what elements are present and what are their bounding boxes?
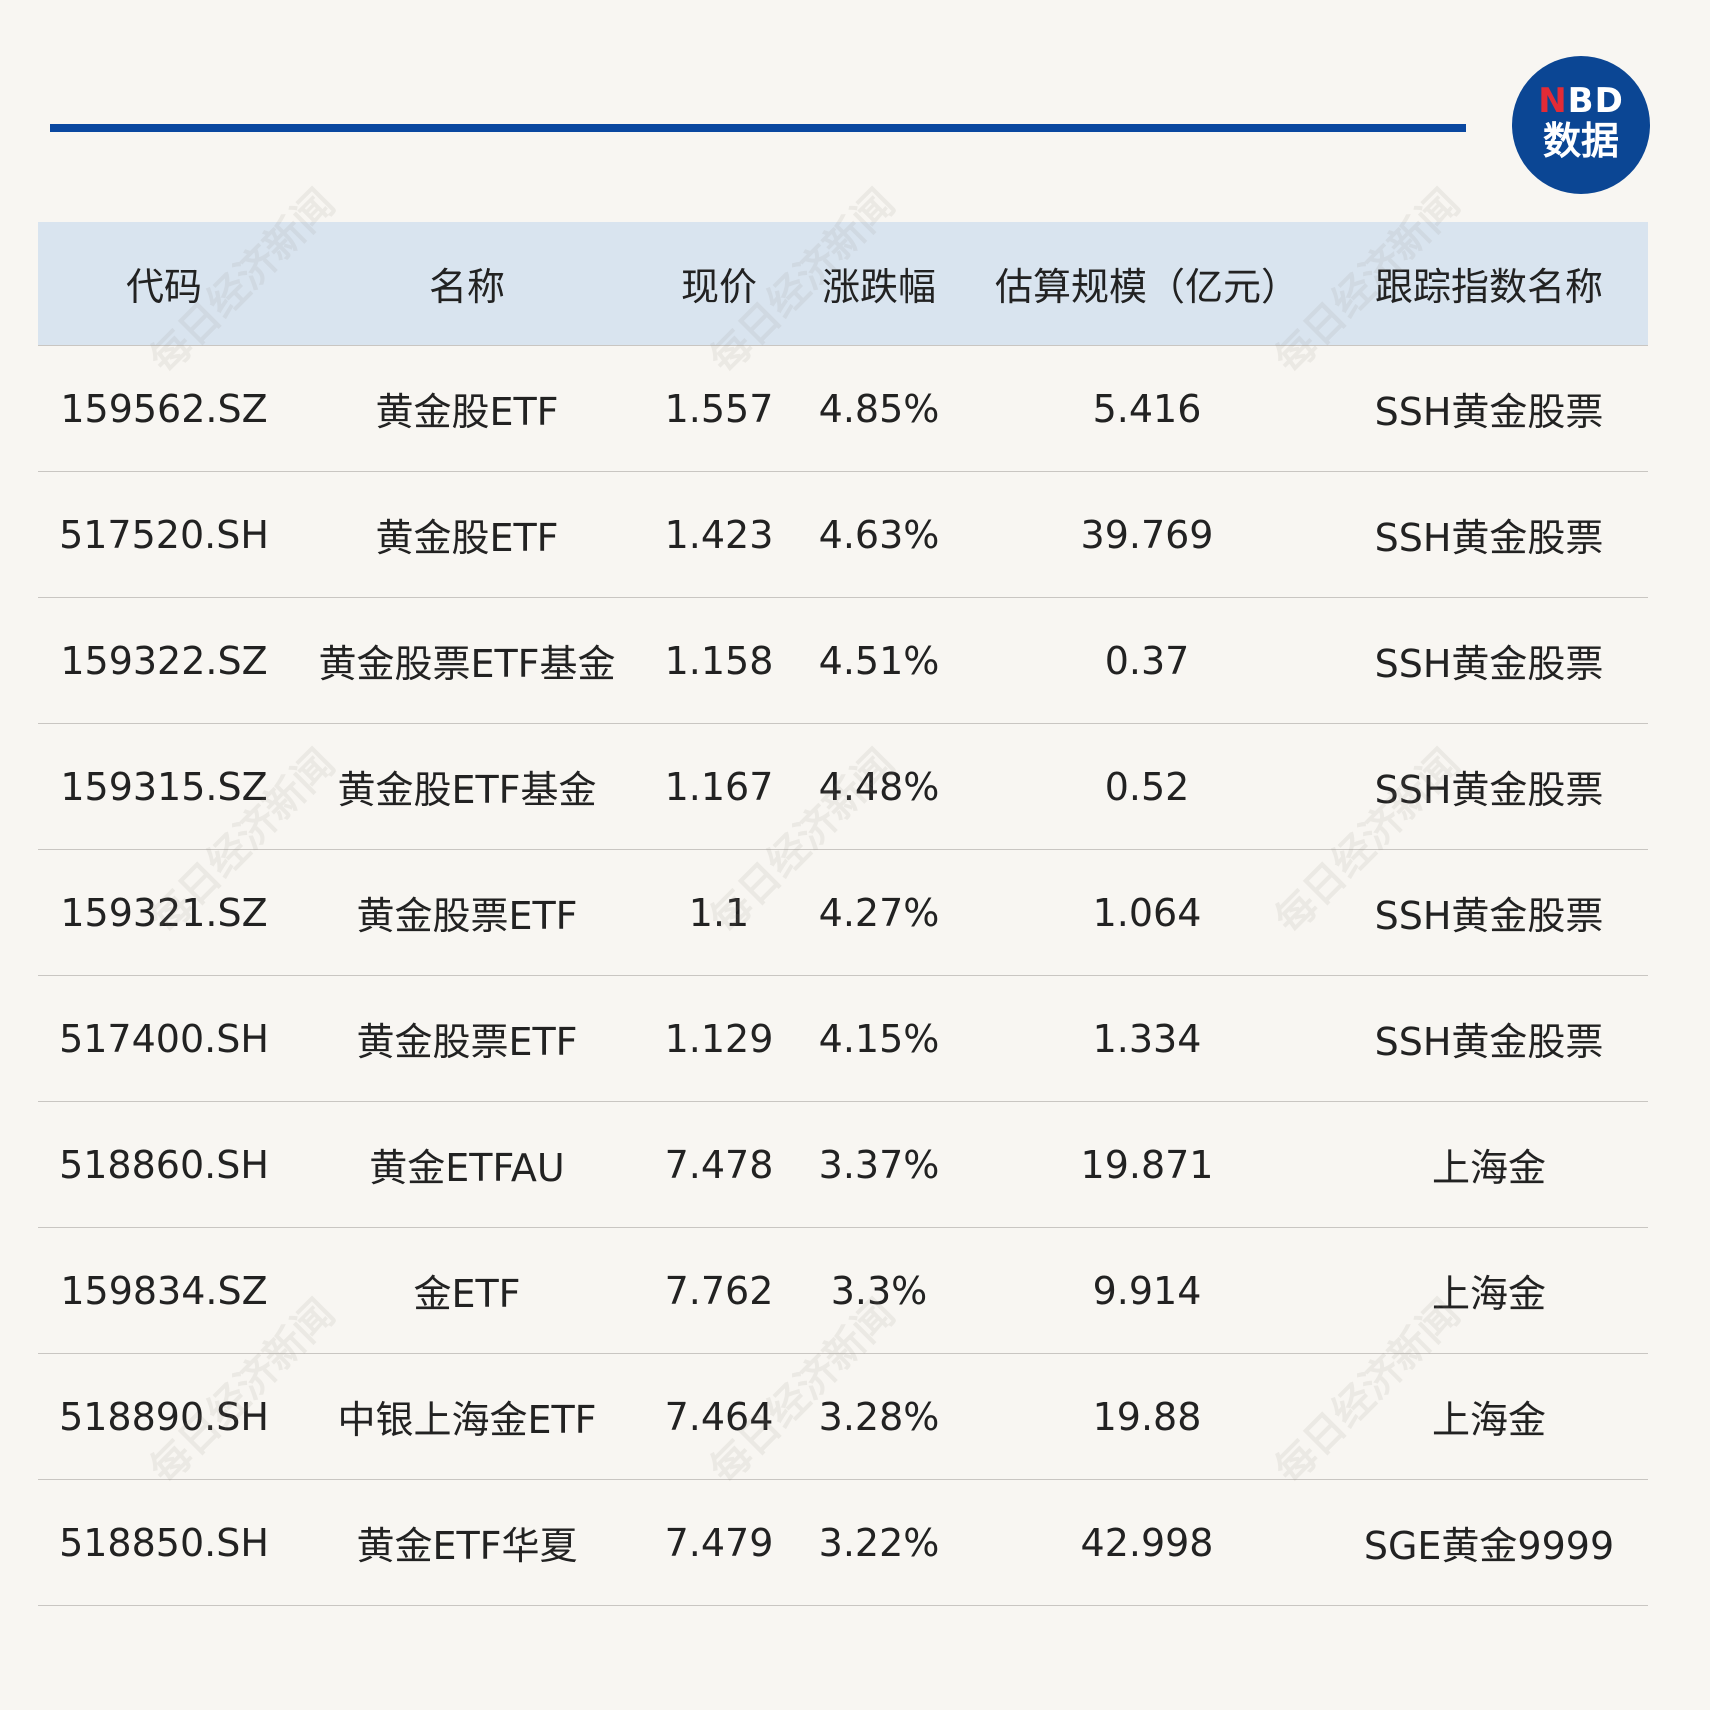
cell-change: 4.15% — [818, 1016, 940, 1061]
cell-code: 517520.SH — [59, 512, 269, 557]
header-code: 代码 — [125, 265, 202, 309]
table-row: 518860.SH 黄金ETFAU 7.478 3.37% 19.871 上海金 — [38, 1102, 1648, 1228]
table-row: 518890.SH 中银上海金ETF 7.464 3.28% 19.88 上海金 — [38, 1354, 1648, 1480]
logo-n: N — [1538, 81, 1568, 121]
cell-price: 7.762 — [664, 1268, 774, 1313]
nbd-data-logo: NBD 数据 — [1512, 56, 1650, 194]
cell-change: 3.37% — [818, 1142, 940, 1187]
cell-name: 黄金股ETF — [375, 390, 559, 434]
cell-price: 1.423 — [664, 512, 774, 557]
cell-index: SSH黄金股票 — [1374, 1020, 1604, 1064]
cell-name: 黄金股票ETF — [356, 894, 578, 938]
cell-scale: 39.769 — [1080, 512, 1214, 557]
cell-scale: 0.52 — [1104, 764, 1190, 809]
cell-change: 4.51% — [818, 638, 940, 683]
cell-scale: 1.064 — [1092, 890, 1202, 935]
table-row: 159322.SZ 黄金股票ETF基金 1.158 4.51% 0.37 SSH黄金股票 — [38, 598, 1648, 724]
header-price: 现价 — [680, 265, 757, 309]
cell-index: SSH黄金股票 — [1374, 768, 1604, 812]
cell-scale: 42.998 — [1080, 1520, 1214, 1565]
cell-scale: 9.914 — [1092, 1268, 1202, 1313]
cell-code: 517400.SH — [59, 1016, 269, 1061]
cell-price: 7.464 — [664, 1394, 774, 1439]
cell-index: 上海金 — [1431, 1398, 1546, 1442]
cell-index: SSH黄金股票 — [1374, 642, 1604, 686]
table-body: 159562.SZ 黄金股ETF 1.557 4.85% 5.416 SSH黄金股票 517… — [38, 346, 1648, 1606]
cell-name: 黄金股ETF基金 — [337, 768, 597, 812]
cell-change: 4.48% — [818, 764, 940, 809]
cell-index: SGE黄金9999 — [1363, 1524, 1615, 1568]
cell-price: 1.158 — [664, 638, 774, 683]
header-scale: 估算规模（亿元） — [994, 265, 1299, 309]
cell-scale: 19.88 — [1092, 1394, 1202, 1439]
cell-code: 159322.SZ — [60, 638, 268, 683]
logo-subtitle: 数据 — [1542, 119, 1619, 163]
cell-code: 159562.SZ — [60, 386, 268, 431]
cell-change: 4.27% — [818, 890, 940, 935]
title-divider-line — [50, 124, 1466, 132]
cell-index: 上海金 — [1431, 1146, 1546, 1190]
table-row: 159321.SZ 黄金股票ETF 1.1 4.27% 1.064 SSH黄金股票 — [38, 850, 1648, 976]
logo-bd: BD — [1567, 81, 1624, 121]
cell-code: 518850.SH — [59, 1520, 269, 1565]
cell-price: 1.129 — [664, 1016, 774, 1061]
cell-change: 4.85% — [818, 386, 940, 431]
header-index: 跟踪指数名称 — [1374, 265, 1603, 309]
cell-price: 1.167 — [664, 764, 774, 809]
cell-code: 518860.SH — [59, 1142, 269, 1187]
cell-price: 1.557 — [664, 386, 774, 431]
table-row: 517400.SH 黄金股票ETF 1.129 4.15% 1.334 SSH黄金股票 — [38, 976, 1648, 1102]
cell-scale: 5.416 — [1092, 386, 1202, 431]
cell-code: 159315.SZ — [60, 764, 268, 809]
cell-index: SSH黄金股票 — [1374, 894, 1604, 938]
cell-price: 1.1 — [688, 890, 750, 935]
cell-scale: 1.334 — [1092, 1016, 1202, 1061]
table-header: 代码 名称 现价 涨跌幅 估算规模（亿元） 跟踪指数名称 — [38, 222, 1648, 346]
etf-table: 代码 名称 现价 涨跌幅 估算规模（亿元） 跟踪指数名称 159562.SZ 黄金… — [38, 222, 1648, 1606]
cell-change: 3.22% — [818, 1520, 940, 1565]
cell-price: 7.479 — [664, 1520, 774, 1565]
cell-change: 3.28% — [818, 1394, 940, 1439]
cell-index: 上海金 — [1431, 1272, 1546, 1316]
cell-name: 黄金ETF华夏 — [356, 1524, 578, 1568]
table-row: 159834.SZ 金ETF 7.762 3.3% 9.914 上海金 — [38, 1228, 1648, 1354]
cell-index: SSH黄金股票 — [1374, 516, 1604, 560]
cell-name: 黄金股ETF — [375, 516, 559, 560]
cell-scale: 0.37 — [1104, 638, 1190, 683]
cell-code: 159321.SZ — [60, 890, 268, 935]
table-row: 159562.SZ 黄金股ETF 1.557 4.85% 5.416 SSH黄金股票 — [38, 346, 1648, 472]
cell-name: 黄金股票ETF — [356, 1020, 578, 1064]
cell-scale: 19.871 — [1080, 1142, 1214, 1187]
cell-index: SSH黄金股票 — [1374, 390, 1604, 434]
table-row: 518850.SH 黄金ETF华夏 7.479 3.22% 42.998 SGE黄金999… — [38, 1480, 1648, 1606]
cell-change: 3.3% — [830, 1268, 928, 1313]
table-row: 159315.SZ 黄金股ETF基金 1.167 4.48% 0.52 SSH黄金股票 — [38, 724, 1648, 850]
cell-name: 黄金股票ETF基金 — [318, 642, 616, 686]
cell-code: 159834.SZ — [60, 1268, 268, 1313]
cell-name: 金ETF — [413, 1272, 521, 1316]
header-change: 涨跌幅 — [821, 265, 936, 309]
table-row: 517520.SH 黄金股ETF 1.423 4.63% 39.769 SSH黄金股票 — [38, 472, 1648, 598]
cell-name: 中银上海金ETF — [337, 1398, 597, 1442]
cell-change: 4.63% — [818, 512, 940, 557]
cell-price: 7.478 — [664, 1142, 774, 1187]
header-name: 名称 — [428, 265, 505, 309]
cell-code: 518890.SH — [59, 1394, 269, 1439]
cell-name: 黄金ETFAU — [369, 1146, 565, 1190]
